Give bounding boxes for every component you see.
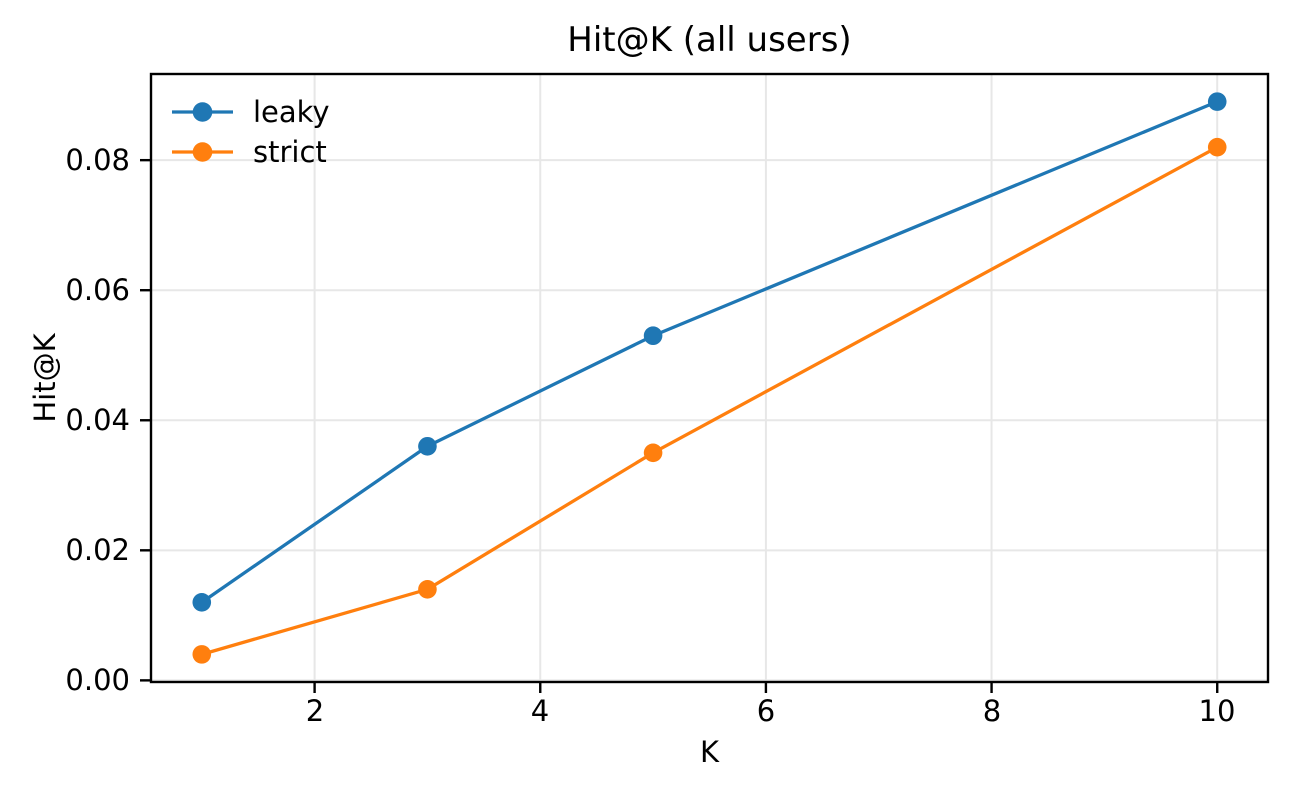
legend-marker-leaky xyxy=(192,102,213,122)
series-line-strict xyxy=(200,145,1219,657)
x-tick-label-2: 2 xyxy=(305,694,325,728)
y-tick-label-0.02: 0.02 xyxy=(65,533,130,567)
data-point-leaky-k1 xyxy=(192,593,212,612)
y-tick-label-0.00: 0.00 xyxy=(65,663,130,697)
x-tick-label-10: 10 xyxy=(1198,694,1236,728)
y-tick-label-0.08: 0.08 xyxy=(65,143,130,177)
legend-label-strict: strict xyxy=(253,135,327,169)
data-point-strict-k5 xyxy=(643,443,663,463)
data-point-strict-k3 xyxy=(418,580,437,599)
x-tick-label-4: 4 xyxy=(530,694,550,728)
series-line-leaky xyxy=(200,99,1219,604)
y-tick-label-0.06: 0.06 xyxy=(65,273,130,307)
data-point-leaky-k3 xyxy=(418,436,437,456)
x-tick-label-6: 6 xyxy=(756,694,776,728)
legend-label-leaky: leaky xyxy=(253,95,330,129)
plot-spines xyxy=(149,72,1270,684)
chart-title: Hit@K (all users) xyxy=(567,20,852,60)
data-point-strict-k10 xyxy=(1207,137,1227,157)
x-tick-label-8: 8 xyxy=(982,694,1002,728)
data-point-strict-k1 xyxy=(192,645,212,664)
x-axis-label: K xyxy=(699,735,720,769)
legend-marker-strict xyxy=(192,142,213,162)
y-tick-label-0.04: 0.04 xyxy=(65,403,130,437)
data-point-leaky-k5 xyxy=(643,326,663,346)
data-point-leaky-k10 xyxy=(1207,92,1227,111)
